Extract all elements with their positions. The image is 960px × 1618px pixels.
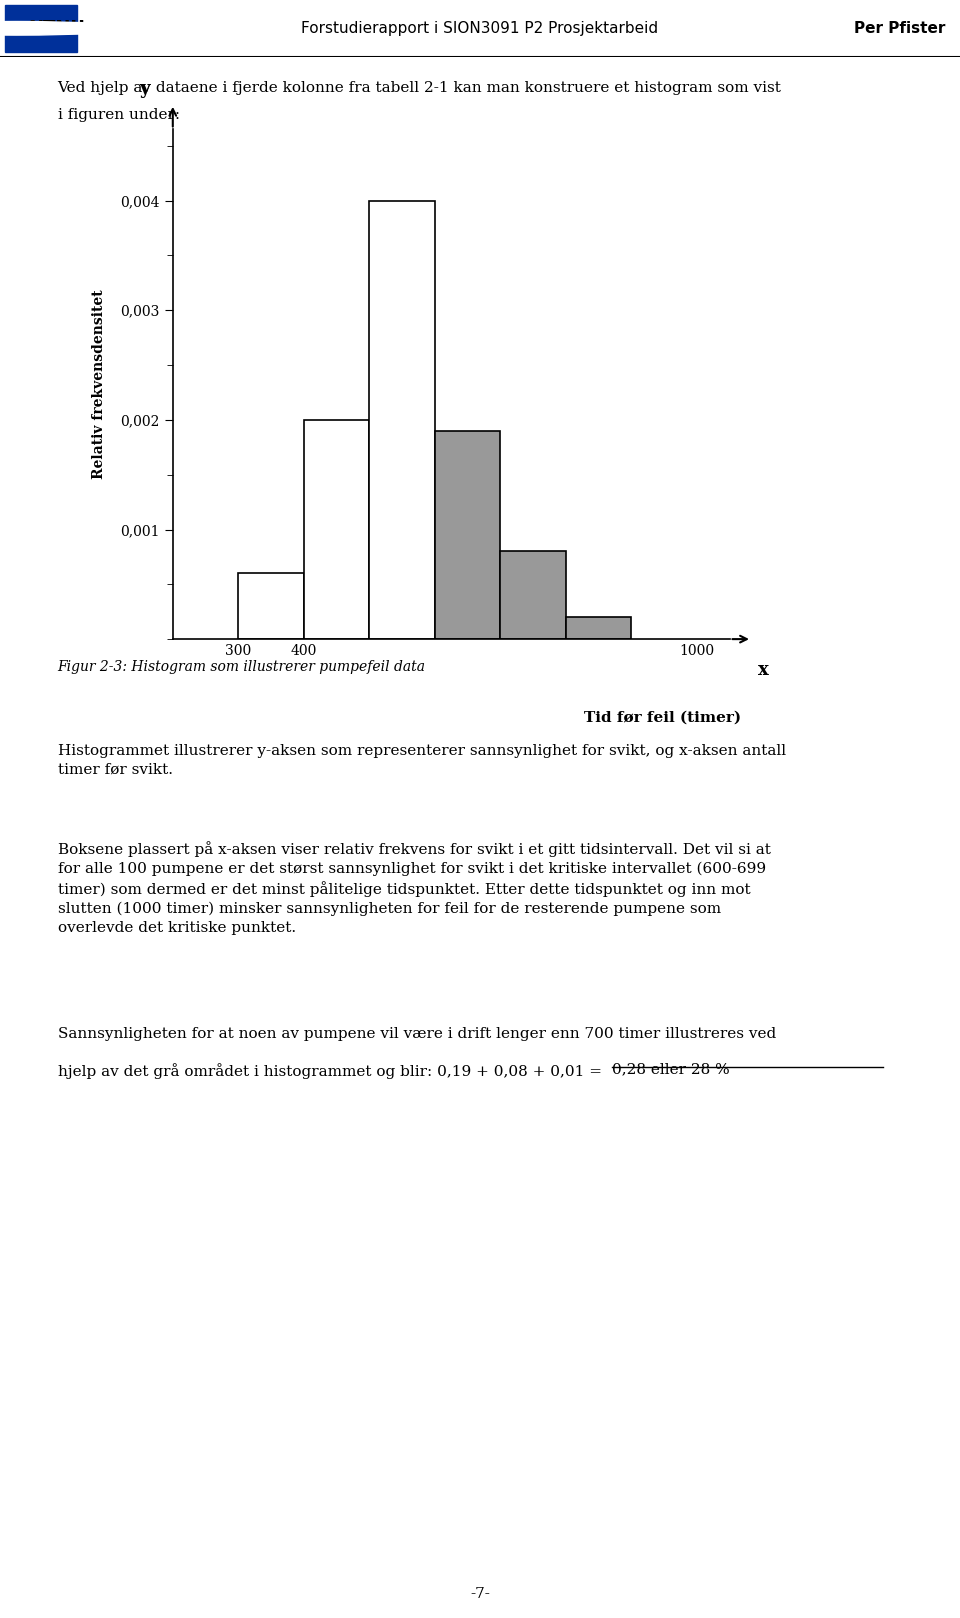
Bar — [303, 421, 370, 639]
Text: Ved hjelp av dataene i fjerde kolonne fra tabell 2-1 kan man konstruere et histo: Ved hjelp av dataene i fjerde kolonne fr… — [58, 81, 781, 95]
Text: Figur 2-3: Histogram som illustrerer pumpefeil data: Figur 2-3: Histogram som illustrerer pum… — [58, 660, 425, 675]
Text: Per Pfister: Per Pfister — [854, 21, 946, 36]
Bar — [238, 573, 303, 639]
Text: -7-: -7- — [470, 1587, 490, 1600]
Bar — [500, 552, 565, 639]
Text: Boksene plassert på x-aksen viser relativ frekvens for svikt i et gitt tidsinter: Boksene plassert på x-aksen viser relati… — [58, 841, 771, 935]
Y-axis label: Relativ frekvensdensitet: Relativ frekvensdensitet — [92, 290, 107, 479]
Bar — [565, 616, 632, 639]
Text: Forstudierapport i SION3091 P2 Prosjektarbeid: Forstudierapport i SION3091 P2 Prosjekta… — [301, 21, 659, 36]
Text: x: x — [757, 660, 768, 678]
Bar — [435, 430, 500, 639]
Text: NTNU: NTNU — [29, 19, 85, 37]
Bar — [5, 5, 77, 52]
Text: i figuren under:: i figuren under: — [58, 108, 180, 121]
Text: Histogrammet illustrerer y-aksen som representerer sannsynlighet for svikt, og x: Histogrammet illustrerer y-aksen som rep… — [58, 744, 785, 777]
Text: y: y — [140, 79, 150, 97]
Bar — [370, 201, 435, 639]
Text: Sannsynligheten for at noen av pumpene vil være i drift lenger enn 700 timer ill: Sannsynligheten for at noen av pumpene v… — [58, 1027, 776, 1042]
Text: 0,28 eller 28 %: 0,28 eller 28 % — [612, 1063, 731, 1076]
Circle shape — [0, 21, 132, 36]
Text: hjelp av det grå området i histogrammet og blir: 0,19 + 0,08 + 0,01 =: hjelp av det grå området i histogrammet … — [58, 1063, 607, 1079]
Text: Tid før feil (timer): Tid før feil (timer) — [585, 710, 741, 725]
